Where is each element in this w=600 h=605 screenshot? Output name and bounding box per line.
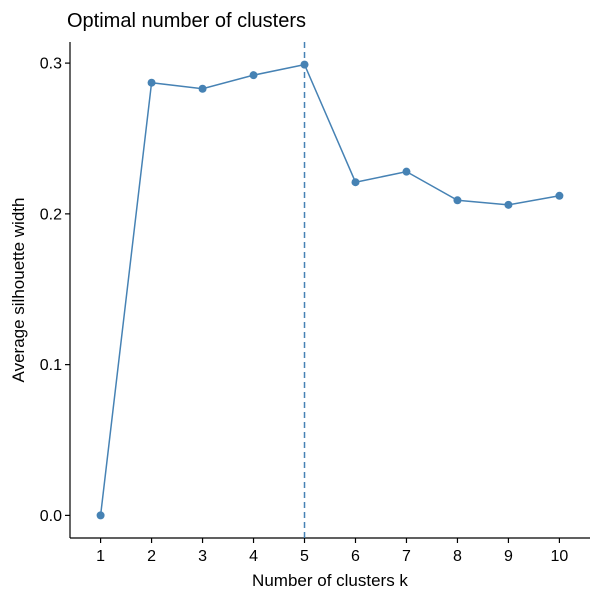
data-point [249, 71, 258, 80]
data-point [96, 511, 105, 520]
data-point [504, 200, 513, 209]
data-point [402, 167, 411, 176]
y-axis-title: Average silhouette width [9, 198, 28, 383]
x-tick-label: 8 [453, 548, 462, 565]
x-tick-label: 5 [300, 548, 309, 565]
x-tick-label: 4 [249, 548, 258, 565]
x-tick-label: 10 [551, 548, 569, 565]
x-tick-label: 6 [351, 548, 360, 565]
data-point [453, 196, 462, 205]
chart-title: Optimal number of clusters [67, 10, 306, 32]
y-tick-label: 0.1 [40, 357, 62, 374]
x-tick-label: 9 [504, 548, 513, 565]
data-point [300, 60, 309, 69]
series-line [99, 63, 560, 516]
data-point [555, 191, 564, 200]
plot-area: 0.0 0.1 0.2 0.3 1 2 3 4 5 6 7 8 9 10 [40, 42, 590, 565]
data-point [351, 178, 360, 187]
x-tick-label: 3 [198, 548, 207, 565]
x-tick-label: 1 [96, 548, 105, 565]
data-point [198, 84, 207, 93]
y-tick-label: 0.0 [40, 508, 62, 525]
y-tick-label: 0.3 [40, 56, 62, 73]
x-tick-label: 2 [147, 548, 156, 565]
data-point [147, 78, 156, 87]
x-axis-title: Number of clusters k [252, 571, 408, 590]
y-tick-label: 0.2 [40, 206, 62, 223]
x-tick-label: 7 [402, 548, 411, 565]
